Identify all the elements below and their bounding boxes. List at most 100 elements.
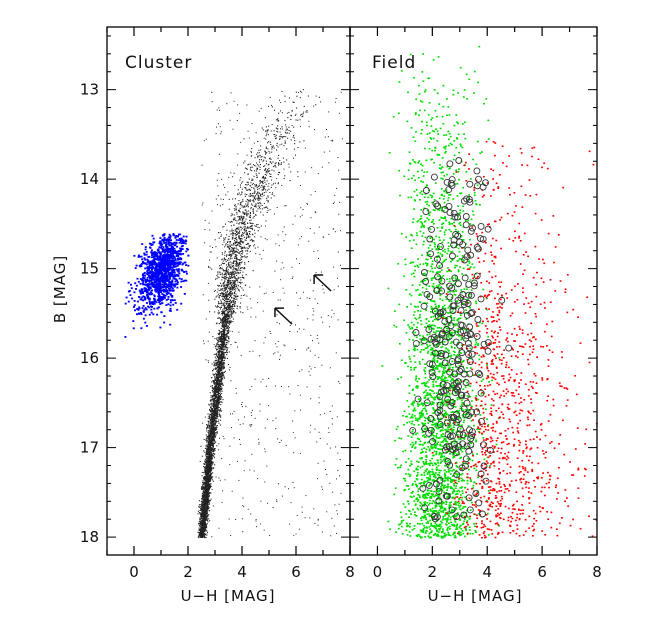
cluster-point [208, 449, 210, 451]
cluster-point [215, 426, 217, 428]
cluster-point [265, 147, 267, 149]
cluster-point [259, 164, 261, 166]
cluster-point [240, 254, 242, 256]
cluster-point [217, 401, 219, 403]
cluster-point [223, 320, 225, 322]
cluster-point [247, 173, 249, 175]
cluster-point [265, 151, 267, 153]
cluster-point [207, 480, 209, 482]
cluster-point [274, 163, 276, 165]
cluster-point [235, 254, 237, 256]
cluster-point [240, 244, 242, 246]
cluster-point [201, 523, 203, 525]
cluster-point [239, 218, 241, 220]
cluster-point [223, 295, 225, 297]
cluster-point [217, 390, 219, 392]
cluster-point [258, 192, 260, 194]
cluster-point [249, 169, 251, 171]
cluster-point [205, 507, 207, 509]
cluster-point [256, 187, 258, 189]
cluster-point [226, 303, 228, 305]
cluster-point [295, 119, 297, 121]
cluster-point [205, 473, 207, 475]
cluster-point [281, 143, 283, 145]
cluster-point [214, 441, 216, 443]
cluster-point [239, 241, 241, 243]
cluster-point [199, 530, 201, 532]
cluster-point [264, 189, 266, 191]
cluster-point [214, 449, 216, 451]
cluster-point [229, 248, 231, 250]
cluster-point [222, 292, 224, 294]
cluster-point [221, 356, 223, 358]
cluster-point [216, 421, 218, 423]
cluster-point [247, 204, 249, 206]
cluster-point [211, 433, 213, 435]
cluster-point [233, 282, 235, 284]
cluster-point [226, 277, 228, 279]
cluster-point [207, 490, 209, 492]
cluster-point [235, 207, 237, 209]
cluster-point [232, 262, 234, 264]
cluster-point [216, 445, 218, 447]
cluster-point [257, 226, 259, 228]
cluster-point [220, 379, 222, 381]
cluster-point [205, 526, 207, 528]
cluster-point [267, 142, 269, 144]
cluster-point [215, 411, 217, 413]
cluster-point [245, 187, 247, 189]
cluster-point [244, 256, 246, 258]
cluster-point [279, 172, 281, 174]
cluster-point [205, 455, 207, 457]
cluster-point [217, 386, 219, 388]
cluster-point [199, 512, 201, 514]
cluster-point [238, 216, 240, 218]
cluster-point [215, 353, 217, 355]
cluster-point [234, 217, 236, 219]
cluster-point [218, 422, 220, 424]
cluster-point [211, 453, 213, 455]
cluster-point [211, 402, 213, 404]
cluster-point [216, 355, 218, 357]
cluster-point [226, 344, 228, 346]
cluster-point [207, 488, 209, 490]
cluster-point [200, 508, 202, 510]
cluster-point [215, 384, 217, 386]
cluster-point [243, 229, 245, 231]
cluster-point [278, 163, 280, 165]
cluster-point [228, 294, 230, 296]
cluster-point [224, 318, 226, 320]
cluster-point [227, 263, 229, 265]
cluster-point [220, 301, 222, 303]
cluster-point [244, 227, 246, 229]
cluster-point [257, 152, 259, 154]
cluster-point [207, 463, 209, 465]
cluster-point [252, 208, 254, 210]
cluster-point [216, 339, 218, 341]
cluster-point [236, 240, 238, 242]
cluster-point [227, 312, 229, 314]
cluster-point [240, 279, 242, 281]
cluster-point [222, 329, 224, 331]
cluster-point [198, 527, 200, 529]
cluster-point [247, 242, 249, 244]
cluster-point [252, 210, 254, 212]
cluster-point [224, 280, 226, 282]
cluster-point [208, 440, 210, 442]
cluster-point [207, 497, 209, 499]
cluster-point [222, 321, 224, 323]
cluster-point [212, 390, 214, 392]
cluster-point [290, 139, 292, 141]
cluster-point [220, 359, 222, 361]
cluster-point [249, 245, 251, 247]
cluster-point [235, 288, 237, 290]
cluster-point [232, 272, 234, 274]
cluster-point [234, 301, 236, 303]
cluster-point [207, 437, 209, 439]
cluster-point [222, 362, 224, 364]
cluster-point [223, 357, 225, 359]
cluster-point [218, 336, 220, 338]
cluster-point [228, 307, 230, 309]
cluster-point [233, 283, 235, 285]
cluster-point [216, 337, 218, 339]
